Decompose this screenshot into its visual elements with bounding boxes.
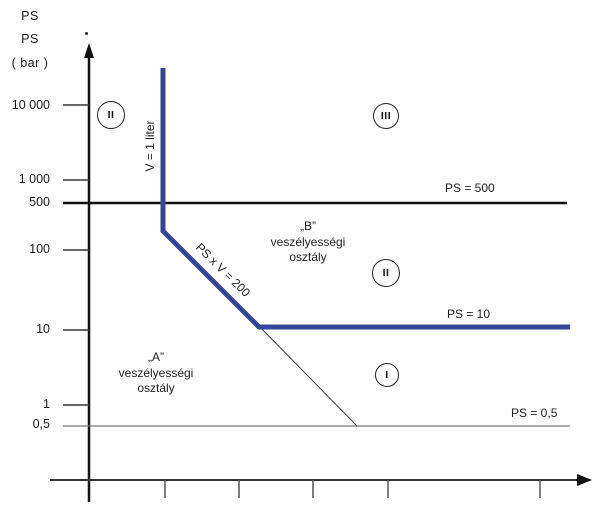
y-tick-label-500: 500 [29, 195, 50, 209]
x-axis-arrow-icon [577, 474, 592, 486]
ps10-label: PS = 10 [447, 307, 491, 321]
zone-b-line2: veszélyességi [270, 234, 346, 249]
psv200-extension-line [258, 325, 358, 427]
y-tick-label-1000: 1 000 [18, 172, 50, 186]
zone-b-label: „B” veszélyességi osztály [252, 219, 364, 266]
category-marker-upper-left: II [97, 101, 125, 129]
category-marker-label: III [380, 110, 392, 122]
category-marker-lower-middle: I [375, 363, 399, 387]
zone-a-line3: osztály [137, 381, 175, 395]
blue-boundary-line [160, 68, 570, 330]
category-marker-middle-right: II [372, 259, 400, 287]
y-tick-label-100: 100 [29, 242, 50, 256]
stray-dot [85, 32, 88, 35]
y-tick-label-05: 0,5 [32, 417, 50, 431]
y-axis-title-line3: ( bar ) [11, 56, 49, 70]
ps500-label: PS = 500 [445, 181, 495, 195]
category-marker-upper-right: III [373, 103, 399, 129]
category-marker-label: II [107, 109, 115, 121]
zone-a-label: „A” veszélyességi osztály [106, 350, 206, 397]
y-axis-title-line2: PS [21, 32, 39, 46]
ps05-label: PS = 0,5 [511, 406, 558, 420]
zone-b-line1: „B” [300, 219, 316, 233]
zone-a-line2: veszélyességi [118, 365, 194, 380]
y-axis-title-line1: PS [21, 9, 39, 23]
y-axis-arrow-icon [84, 43, 94, 58]
zone-a-line1: „A” [148, 350, 164, 364]
category-marker-label: II [382, 267, 390, 279]
zone-b-line3: osztály [289, 250, 327, 264]
y-tick-label-1: 1 [43, 397, 50, 411]
category-marker-label: I [385, 369, 389, 381]
y-tick-label-10: 10 [36, 322, 50, 336]
y-tick-label-10000: 10 000 [11, 98, 50, 112]
v1liter-label: V = 1 liter [143, 120, 157, 172]
